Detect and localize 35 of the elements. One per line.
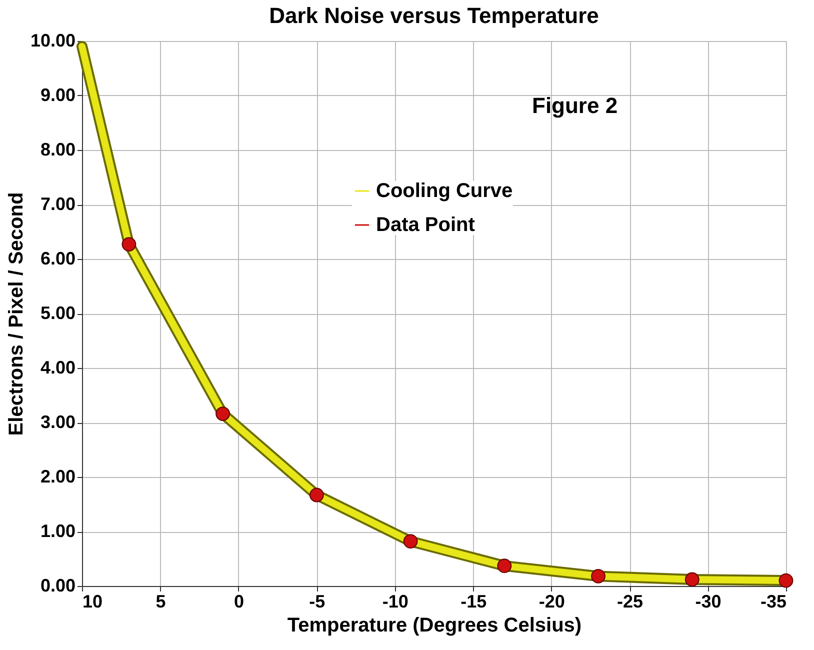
point [122,237,136,252]
point [591,568,606,584]
point [778,573,794,588]
x-tick-label: -15 [460,592,487,612]
point [309,488,324,502]
x-tick-label: -25 [617,592,644,612]
y-tick-label: 9.00 [40,85,76,105]
x-tick-label: -5 [309,592,326,612]
y-tick-label: 3.00 [40,412,76,432]
annotation: Figure 2 [532,93,618,118]
legend-label: Cooling Curve [376,180,513,202]
y-tick-label: 0.00 [40,576,76,596]
x-tick-label: 0 [234,592,244,612]
x-tick-label: -10 [382,592,408,612]
x-tick-label: -30 [695,592,722,612]
x-axis-title: Temperature (Degrees Celsius) [287,614,582,636]
chart-title: Dark Noise versus Temperature [269,3,599,28]
x-tick-label: -20 [538,592,565,612]
point [403,534,418,549]
y-tick-label: 5.00 [40,303,76,323]
y-axis-title: Electrons / Pixel / Second [5,192,28,436]
legend-label: Data Point [376,214,476,236]
y-tick-label: 6.00 [40,248,76,268]
y-tick-label: 7.00 [40,194,76,214]
y-tick-label: 4.00 [40,358,76,378]
y-tick-label: 1.00 [40,521,76,541]
point [684,572,700,587]
y-tick-label: 2.00 [40,466,76,486]
y-tick-label: 8.00 [40,140,76,160]
point [497,558,512,574]
x-tick-label: -35 [760,592,786,612]
x-tick-label: 5 [156,592,166,612]
point [216,406,230,421]
x-tick-label: 10 [82,592,103,612]
y-tick-label: 10.00 [30,30,76,50]
